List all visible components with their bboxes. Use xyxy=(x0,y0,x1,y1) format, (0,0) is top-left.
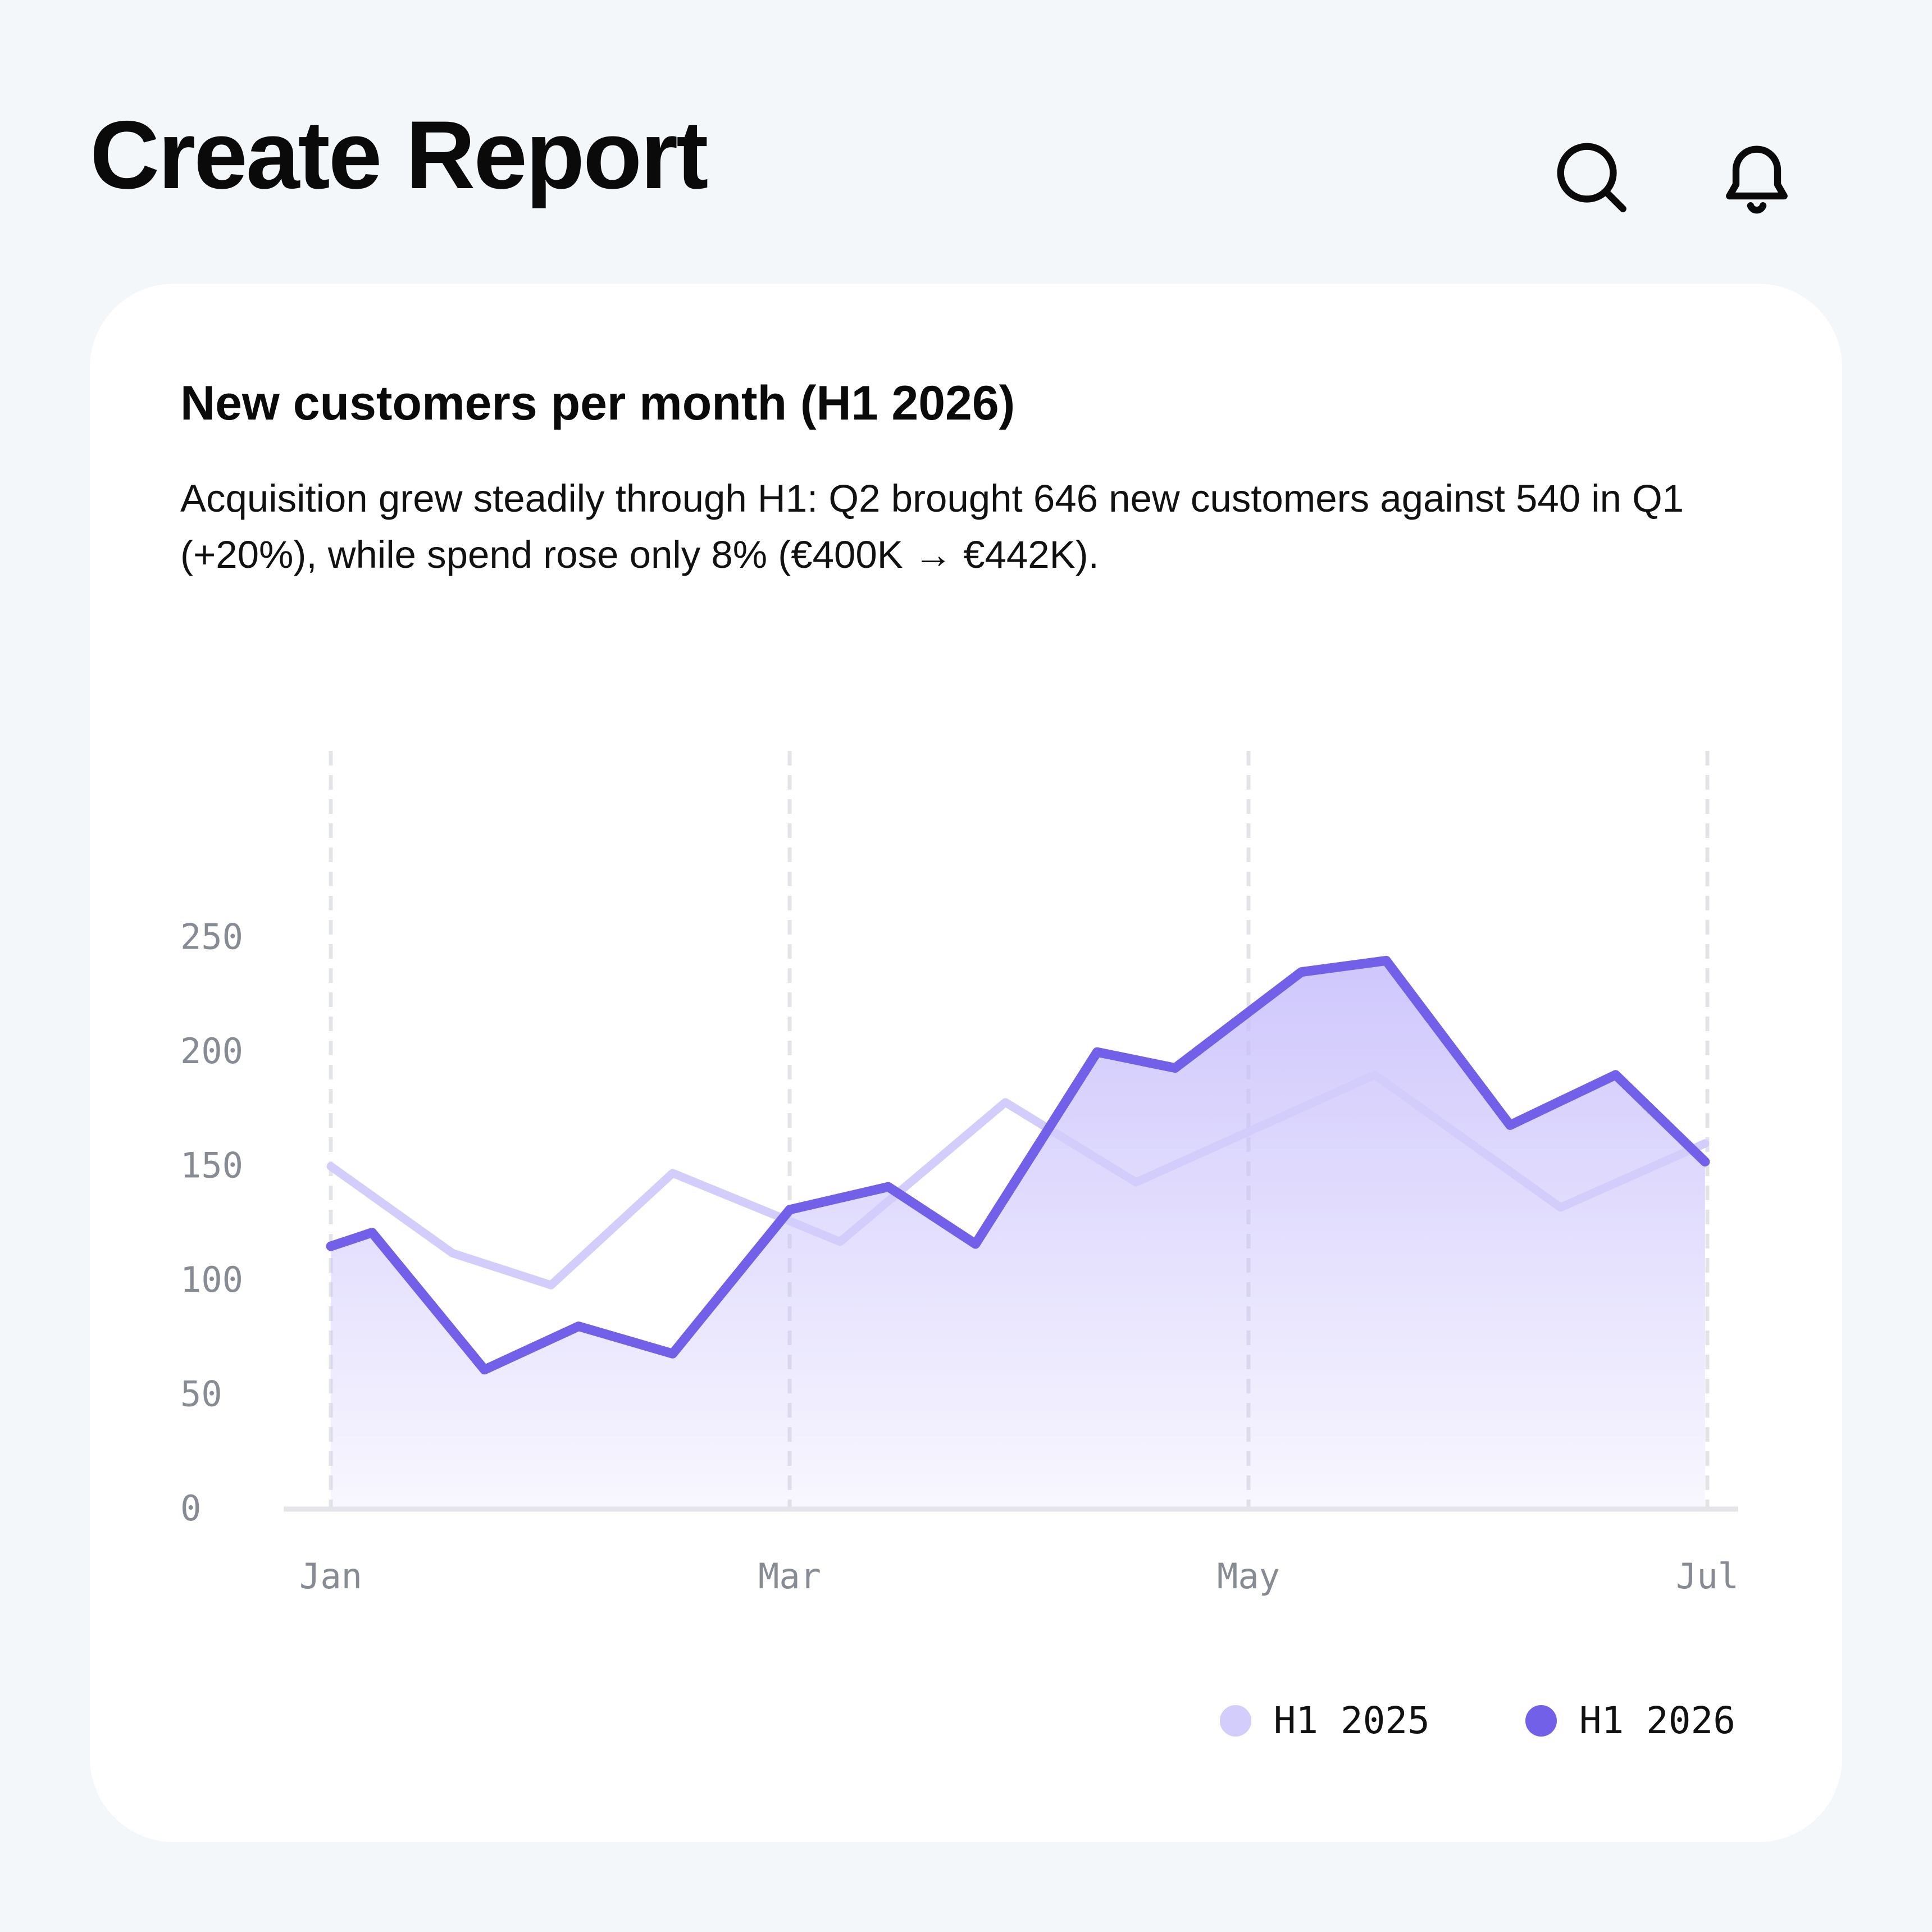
x-tick-label: Jul xyxy=(1676,1556,1739,1597)
search-button[interactable] xyxy=(1546,132,1636,222)
y-tick-label: 0 xyxy=(180,1488,201,1529)
y-tick-label: 200 xyxy=(180,1031,243,1072)
legend-swatch xyxy=(1525,1705,1557,1737)
x-tick-label: May xyxy=(1217,1556,1280,1597)
series-area-h1-2026 xyxy=(331,960,1705,1509)
y-tick-label: 100 xyxy=(180,1259,243,1300)
legend-label: H1 2025 xyxy=(1273,1699,1430,1742)
chart-description: Acquisition grew steadily through H1: Q2… xyxy=(180,477,1684,576)
chart-legend: H1 2025 H1 2026 xyxy=(1219,1699,1735,1742)
series-line-h1-2025 xyxy=(326,1070,1710,1289)
series-line-h1-2026 xyxy=(326,955,1710,1375)
y-tick-label: 250 xyxy=(180,917,243,958)
legend-label: H1 2026 xyxy=(1579,1699,1735,1742)
legend-swatch xyxy=(1219,1705,1251,1737)
chart-title: New customers per month (H1 2026) xyxy=(180,376,1015,430)
x-tick-label: Jan xyxy=(299,1556,362,1597)
search-icon xyxy=(1557,143,1626,212)
x-tick-label: Mar xyxy=(758,1556,821,1597)
bell-icon xyxy=(1726,145,1788,214)
notifications-button[interactable] xyxy=(1712,132,1802,222)
chart-card: New customers per month (H1 2026) Acquis… xyxy=(90,284,1842,1842)
legend-item-h1-2025[interactable]: H1 2025 xyxy=(1219,1699,1430,1742)
y-tick-labels: 0 50 100 150 200 250 xyxy=(180,917,243,1529)
page-title: Create Report xyxy=(90,101,708,209)
area-chart: 0 50 100 150 200 250 Jan Mar May Jul xyxy=(180,751,1739,1597)
legend-item-h1-2026[interactable]: H1 2026 xyxy=(1525,1699,1735,1742)
y-tick-label: 50 xyxy=(180,1374,222,1415)
x-tick-labels: Jan Mar May Jul xyxy=(299,1556,1739,1597)
series-lines xyxy=(326,955,1710,1375)
y-tick-label: 150 xyxy=(180,1145,243,1186)
area-fills xyxy=(331,960,1705,1509)
